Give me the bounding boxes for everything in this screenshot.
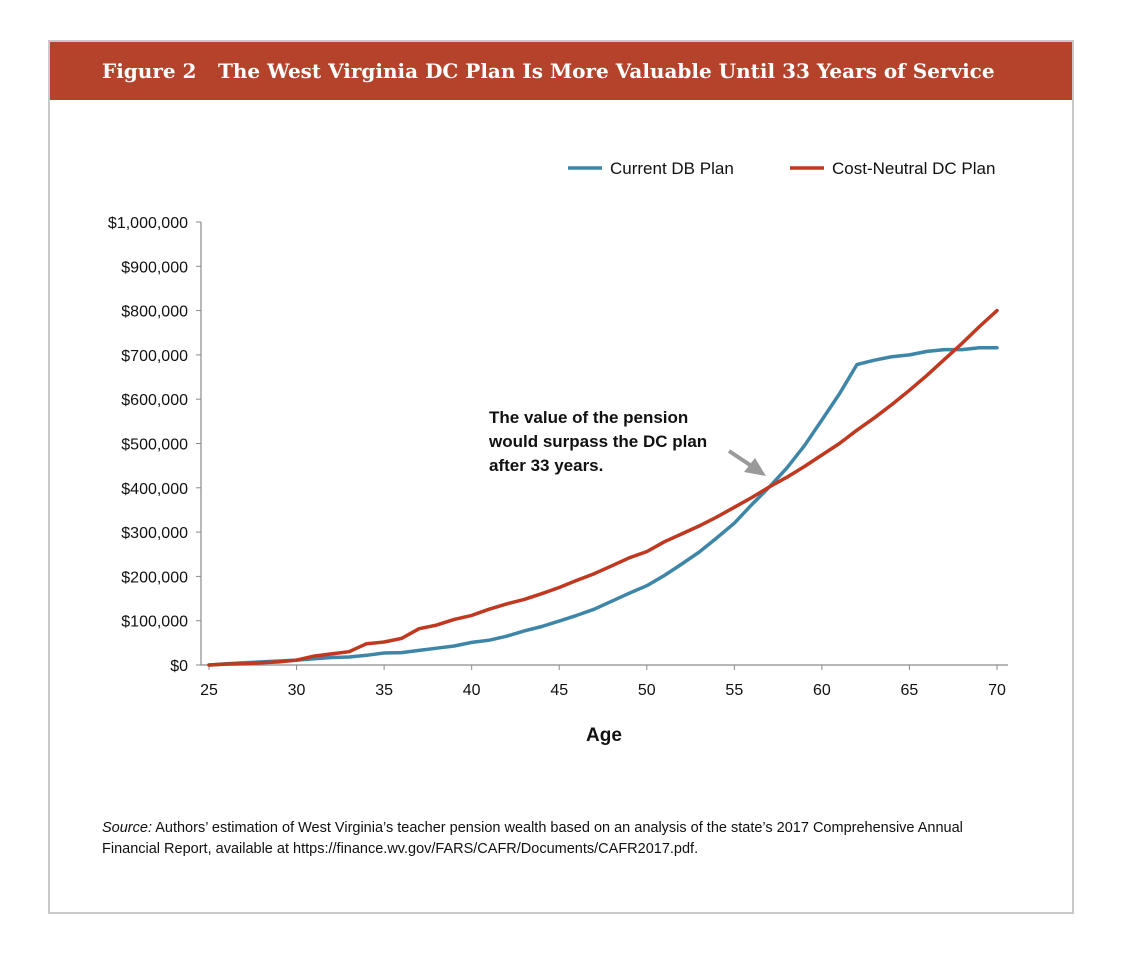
x-tick-label: 45 [550, 682, 568, 699]
y-tick-label: $1,000,000 [108, 215, 188, 232]
figure-banner: Figure 2 The West Virginia DC Plan Is Mo… [50, 42, 1072, 100]
y-tick-label: $300,000 [121, 525, 188, 542]
source-note: Source: Authors’ estimation of West Virg… [102, 818, 1022, 860]
x-tick-label: 40 [463, 682, 481, 699]
annotation-line-2: would surpass the DC plan [488, 432, 707, 451]
source-text: Authors’ estimation of West Virginia’s t… [102, 820, 963, 857]
y-tick-label: $200,000 [121, 569, 188, 586]
x-tick-label: 60 [813, 682, 831, 699]
x-tick-label: 55 [725, 682, 743, 699]
legend-item: Cost-Neutral DC Plan [790, 159, 995, 178]
legend-label: Current DB Plan [610, 159, 734, 178]
x-tick-label: 65 [901, 682, 919, 699]
y-tick-label: $100,000 [121, 614, 188, 631]
y-tick-label: $900,000 [121, 259, 188, 276]
x-tick-label: 30 [288, 682, 306, 699]
annotation-line-1: The value of the pension [489, 408, 688, 427]
legend-item: Current DB Plan [568, 159, 734, 178]
annotation-arrow [727, 449, 766, 476]
y-tick-label: $700,000 [121, 348, 188, 365]
x-tick-label: 35 [375, 682, 393, 699]
figure-title: The West Virginia DC Plan Is More Valuab… [218, 59, 995, 83]
series-line-cost-neutral-dc-plan [207, 308, 999, 667]
y-tick-label: $600,000 [121, 392, 188, 409]
x-axis-label: Age [586, 725, 622, 746]
annotation-line-3: after 33 years. [489, 456, 603, 475]
y-tick-label: $0 [170, 658, 188, 675]
legend-label: Cost-Neutral DC Plan [832, 159, 995, 178]
x-tick-label: 25 [200, 682, 218, 699]
figure-label: Figure 2 [102, 59, 197, 83]
x-tick-label: 70 [988, 682, 1006, 699]
source-label: Source: [102, 820, 152, 836]
series-line-current-db-plan [207, 346, 999, 667]
y-tick-label: $800,000 [121, 304, 188, 321]
y-tick-label: $500,000 [121, 437, 188, 454]
y-tick-label: $400,000 [121, 481, 188, 498]
figure-frame: Figure 2 The West Virginia DC Plan Is Mo… [48, 40, 1074, 914]
x-tick-label: 50 [638, 682, 656, 699]
